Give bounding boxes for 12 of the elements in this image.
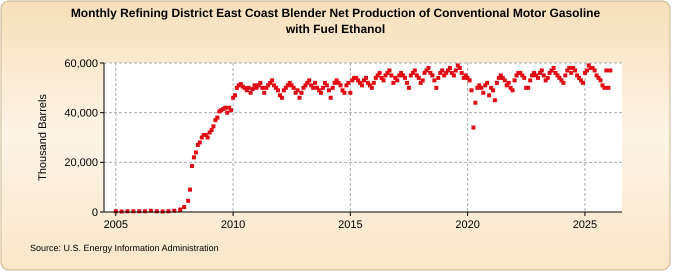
- y-tick-label: 0: [92, 206, 98, 219]
- y-axis-title: Thousand Barrels: [37, 94, 49, 181]
- x-tick-label: 2015: [338, 219, 363, 231]
- y-tick-label: 60,000: [64, 58, 98, 70]
- x-tick-label: 2010: [220, 219, 246, 231]
- y-tick-label: 40,000: [64, 108, 98, 120]
- y-tick-label: 20,000: [64, 157, 98, 170]
- x-tick-label: 2025: [572, 219, 598, 231]
- source-note: Source: U.S. Energy Information Administration: [30, 243, 219, 253]
- chart-title: Monthly Refining District East Coast Blender Net Production of Conventional Motor Gasoline with Fuel Ethanol: [70, 6, 601, 36]
- x-tick-label: 2005: [104, 219, 128, 231]
- x-tick-label: 2020: [455, 219, 480, 231]
